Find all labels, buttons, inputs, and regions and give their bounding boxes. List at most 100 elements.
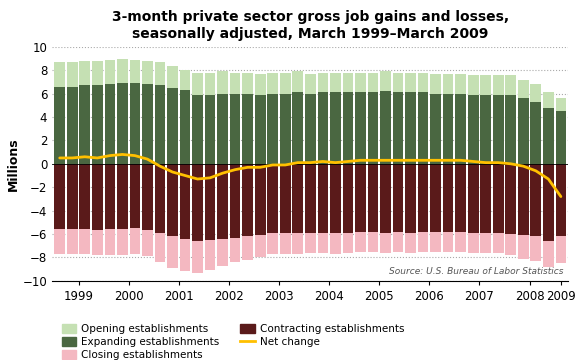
Bar [242,164,253,237]
Bar [67,164,78,229]
Bar [167,237,178,268]
Bar [129,228,140,254]
Bar [218,94,228,164]
Bar [155,164,165,233]
Bar [180,90,190,164]
Bar [368,93,378,164]
Bar [543,93,554,108]
Bar [167,66,178,88]
Bar [556,98,566,111]
Bar [443,74,454,94]
Bar [393,73,403,93]
Bar [393,232,403,252]
Bar [443,164,454,232]
Bar [556,111,566,164]
Bar [255,74,266,95]
Bar [543,241,554,267]
Bar [104,164,115,229]
Legend: Opening establishments, Expanding establishments, Closing establishments, Contra: Opening establishments, Expanding establ… [57,320,409,360]
Bar [343,233,353,253]
Bar [305,164,316,233]
Bar [317,93,328,164]
Bar [167,88,178,164]
Bar [255,95,266,164]
Bar [317,164,328,233]
Bar [330,233,340,254]
Bar [104,60,115,84]
Bar [368,73,378,93]
Bar [518,164,528,235]
Bar [92,61,103,85]
Bar [55,62,65,87]
Bar [67,62,78,87]
Bar [104,229,115,255]
Bar [129,60,140,83]
Bar [468,233,478,253]
Bar [368,232,378,252]
Bar [405,233,416,253]
Bar [180,70,190,90]
Bar [305,94,316,164]
Title: 3-month private sector gross job gains and losses,
seasonally adjusted, March 19: 3-month private sector gross job gains a… [112,10,509,41]
Bar [267,94,278,164]
Bar [330,93,340,164]
Bar [305,74,316,94]
Bar [405,73,416,93]
Bar [493,233,503,253]
Bar [55,87,65,164]
Bar [67,87,78,164]
Bar [380,91,391,164]
Bar [79,164,90,229]
Bar [292,93,303,164]
Bar [242,94,253,164]
Bar [280,233,291,254]
Bar [505,164,516,234]
Bar [317,73,328,93]
Bar [430,164,441,232]
Bar [142,164,153,230]
Bar [543,108,554,164]
Bar [531,102,541,164]
Y-axis label: Millions: Millions [7,137,20,190]
Bar [292,164,303,233]
Bar [393,93,403,164]
Bar [380,164,391,233]
Bar [104,84,115,164]
Bar [305,233,316,253]
Bar [55,229,65,254]
Bar [55,164,65,229]
Bar [343,73,353,93]
Bar [205,95,215,164]
Bar [230,164,241,238]
Bar [468,164,478,233]
Bar [455,94,466,164]
Bar [230,94,241,164]
Bar [405,93,416,164]
Bar [155,62,165,85]
Bar [443,232,454,252]
Bar [230,238,241,262]
Bar [92,230,103,255]
Bar [418,164,429,232]
Bar [418,93,429,164]
Text: Source: U.S. Bureau of Labor Statistics: Source: U.S. Bureau of Labor Statistics [389,267,563,276]
Bar [167,164,178,237]
Bar [192,164,203,241]
Bar [92,164,103,230]
Bar [430,94,441,164]
Bar [117,164,128,229]
Bar [480,95,491,164]
Bar [255,164,266,235]
Bar [205,164,215,240]
Bar [518,98,528,164]
Bar [117,58,128,83]
Bar [117,83,128,164]
Bar [480,164,491,233]
Bar [79,61,90,85]
Bar [292,233,303,254]
Bar [218,71,228,94]
Bar [192,72,203,95]
Bar [79,85,90,164]
Bar [343,164,353,233]
Bar [430,74,441,94]
